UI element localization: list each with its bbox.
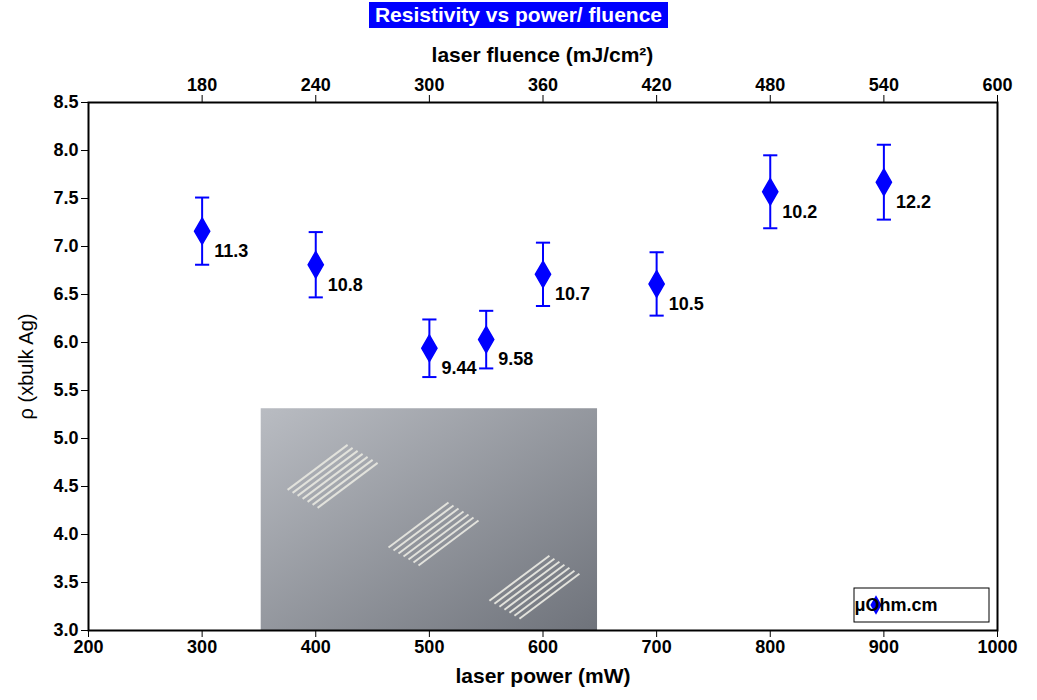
svg-text:240: 240 — [301, 75, 331, 95]
svg-text:10.7: 10.7 — [555, 284, 590, 304]
svg-text:300: 300 — [414, 75, 444, 95]
svg-text:400: 400 — [301, 637, 331, 657]
svg-text:10.5: 10.5 — [669, 294, 704, 314]
svg-text:300: 300 — [187, 637, 217, 657]
svg-text:600: 600 — [528, 637, 558, 657]
html-text:Resistivity vs power/ fluence: Resistivity vs power/ fluence — [374, 3, 662, 26]
svg-text:laser power (mW): laser power (mW) — [455, 664, 630, 687]
svg-text:12.2: 12.2 — [896, 192, 931, 212]
svg-text:1000: 1000 — [977, 637, 1017, 657]
svg-text:480: 480 — [755, 75, 785, 95]
svg-text:9.44: 9.44 — [441, 358, 476, 378]
svg-text:8.0: 8.0 — [53, 140, 78, 160]
svg-text:5.5: 5.5 — [53, 380, 78, 400]
svg-text:7.5: 7.5 — [53, 188, 78, 208]
svg-text:800: 800 — [755, 637, 785, 657]
svg-text:11.3: 11.3 — [214, 241, 248, 261]
svg-text:8.5: 8.5 — [53, 92, 78, 112]
svg-text:600: 600 — [982, 75, 1012, 95]
svg-text:200: 200 — [73, 637, 103, 657]
svg-text:4.0: 4.0 — [53, 524, 78, 544]
svg-text:3.0: 3.0 — [53, 620, 79, 641]
svg-text:6.0: 6.0 — [53, 332, 78, 352]
svg-text:laser fluence (mJ/cm²): laser fluence (mJ/cm²) — [432, 43, 654, 66]
svg-text:9.58: 9.58 — [498, 349, 533, 369]
svg-text:180: 180 — [187, 75, 217, 95]
svg-text:360: 360 — [528, 75, 558, 95]
svg-text:500: 500 — [414, 637, 444, 657]
svg-text:10.8: 10.8 — [328, 275, 363, 295]
svg-text:μOhm.cm: μOhm.cm — [854, 595, 937, 615]
svg-text:10.2: 10.2 — [782, 202, 817, 222]
svg-text:7.0: 7.0 — [53, 236, 78, 256]
svg-text:6.5: 6.5 — [53, 284, 78, 304]
svg-text:4.5: 4.5 — [53, 476, 78, 496]
svg-text:ρ (xbulk Ag): ρ (xbulk Ag) — [15, 314, 37, 420]
svg-text:5.0: 5.0 — [53, 428, 78, 448]
svg-text:700: 700 — [642, 637, 672, 657]
svg-text:420: 420 — [642, 75, 672, 95]
svg-text:900: 900 — [869, 637, 899, 657]
svg-text:540: 540 — [869, 75, 899, 95]
svg-text:3.5: 3.5 — [53, 572, 78, 592]
